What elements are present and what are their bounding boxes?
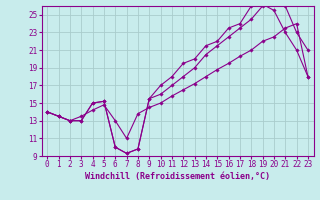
X-axis label: Windchill (Refroidissement éolien,°C): Windchill (Refroidissement éolien,°C) [85,172,270,181]
